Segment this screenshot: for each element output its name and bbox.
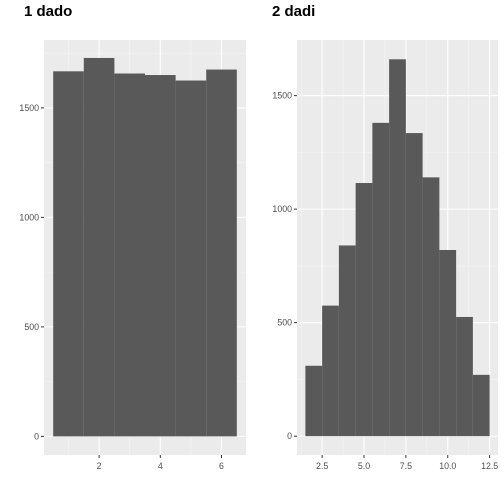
histogram-bar — [338, 245, 356, 437]
x-tick-label: 2 — [97, 461, 102, 471]
histogram-bar — [422, 177, 440, 437]
x-tick-label: 5.0 — [358, 461, 370, 471]
y-tick-label: 1000 — [272, 204, 292, 214]
y-tick-label: 0 — [287, 431, 292, 441]
histogram-bar — [145, 75, 176, 437]
panel-title-1-dado: 1 dado — [24, 3, 73, 20]
x-tick-label: 7.5 — [400, 461, 412, 471]
histogram-bar — [372, 122, 390, 437]
y-tick-label: 1000 — [19, 212, 39, 222]
histogram-bar — [114, 73, 145, 437]
histogram-bar — [322, 305, 339, 437]
panel-2-dadi: 0 500 1000 1500 2.5 5.0 7.5 10.0 12.5 — [272, 40, 498, 471]
y-tick-label: 1500 — [19, 103, 39, 113]
histogram-bar — [175, 80, 207, 437]
histogram-bar — [389, 59, 406, 437]
histogram-bar — [439, 249, 457, 437]
x-tick-label: 4 — [158, 461, 163, 471]
x-tick-label: 6 — [219, 461, 224, 471]
y-tick-label: 0 — [34, 431, 39, 441]
histogram-bar — [83, 57, 115, 437]
x-tick-label: 10.0 — [439, 461, 456, 471]
y-tick-label: 1500 — [272, 91, 292, 101]
histogram-bar — [53, 71, 84, 437]
histogram-bar — [405, 133, 423, 437]
histogram-bar — [355, 183, 373, 437]
y-tick-label: 500 — [24, 322, 39, 332]
histogram-bar — [206, 69, 237, 437]
histogram-bar — [472, 374, 490, 437]
x-tick-label: 2.5 — [316, 461, 328, 471]
x-tick-label: 12.5 — [481, 461, 498, 471]
panel-title-2-dadi: 2 dadi — [272, 3, 316, 20]
panel-1-dado: 0 500 1000 1500 2 4 6 — [19, 40, 246, 471]
histogram-bar — [305, 365, 323, 437]
y-tick-label: 500 — [277, 318, 292, 328]
histogram-bar — [456, 316, 473, 437]
